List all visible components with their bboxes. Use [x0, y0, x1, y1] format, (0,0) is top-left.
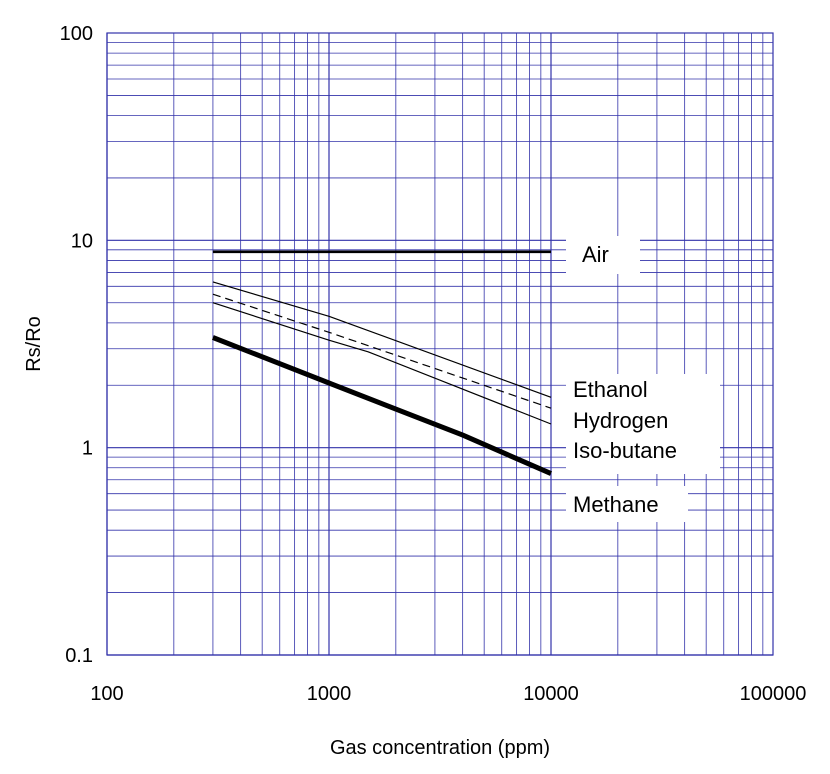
x-tick-label: 100000: [740, 683, 807, 705]
x-axis-title: Gas concentration (ppm): [330, 737, 550, 759]
series-line-iso-butane: [212, 302, 552, 425]
grid: [106, 33, 773, 656]
series-line-hydrogen: [212, 293, 552, 409]
plot-frame: [106, 32, 774, 656]
series-label-hydrogen: Hydrogen: [573, 408, 668, 433]
x-tick-label: 10000: [523, 683, 579, 705]
series-line-ethanol: [212, 281, 552, 398]
series-label-background: [566, 236, 640, 274]
series-label-background: [566, 374, 720, 474]
y-tick-label: 0.1: [65, 645, 93, 667]
series-label-backgrounds: [566, 236, 720, 522]
series-label-air: Air: [582, 242, 609, 267]
series-line-methane: [211, 335, 552, 476]
y-tick-label: 1: [82, 438, 93, 460]
series-group: [211, 250, 552, 476]
series-labels: Air Ethanol Hydrogen Iso-butane Methane: [573, 242, 677, 517]
y-tick-label: 100: [60, 23, 93, 45]
x-tick-labels: 100 1000 10000 100000: [90, 683, 806, 705]
y-tick-label: 10: [71, 230, 93, 252]
series-label-ethanol: Ethanol: [573, 377, 648, 402]
y-axis-title: Rs/Ro: [23, 316, 45, 372]
y-tick-labels: 100 10 1 0.1: [60, 23, 93, 667]
series-label-methane: Methane: [573, 492, 659, 517]
series-label-iso-butane: Iso-butane: [573, 438, 677, 463]
x-tick-label: 100: [90, 683, 123, 705]
x-tick-label: 1000: [307, 683, 352, 705]
series-label-background: [566, 486, 688, 522]
